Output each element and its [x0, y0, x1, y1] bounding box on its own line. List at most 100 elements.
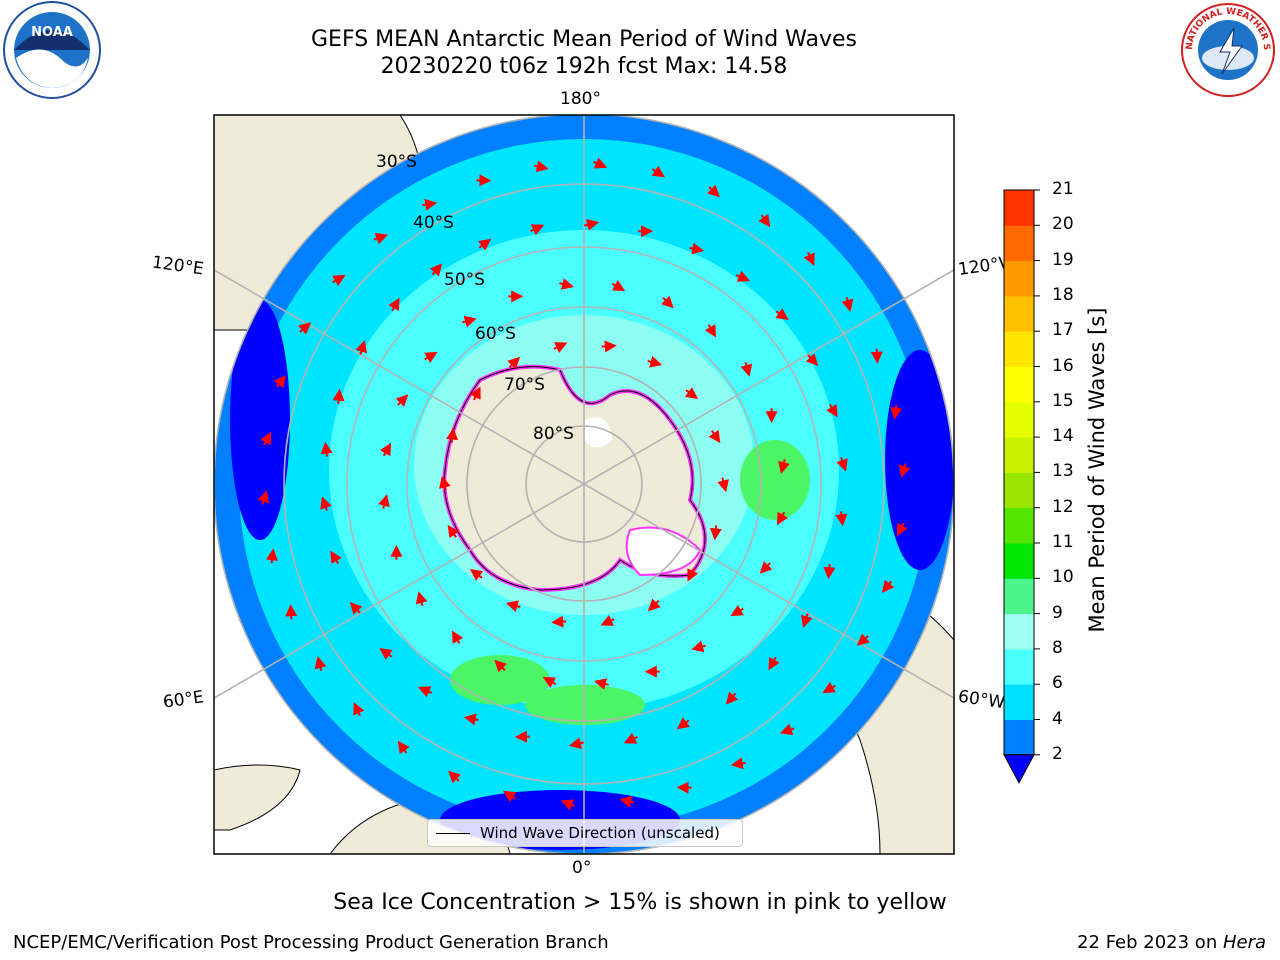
lat-label-50s: 50°S — [444, 270, 485, 290]
colorbar-tick-label: 6 — [1052, 673, 1063, 694]
wave-direction-arrow — [836, 457, 848, 472]
wave-direction-arrow — [780, 723, 795, 736]
wave-direction-arrow — [735, 270, 751, 282]
colorbar-tick-label: 14 — [1052, 426, 1074, 447]
wave-direction-arrow — [424, 351, 438, 364]
wave-direction-arrow — [551, 615, 567, 628]
wave-direction-arrow — [298, 322, 312, 335]
wave-direction-arrow — [856, 633, 870, 646]
wave-direction-arrow — [704, 324, 717, 338]
meridian-120w — [583, 269, 954, 485]
meridian-60e — [214, 483, 585, 699]
wave-direction-arrow — [768, 656, 780, 671]
sea-ice-note: Sea Ice Concentration > 15% is shown in … — [333, 890, 947, 915]
wave-direction-arrow — [778, 459, 790, 474]
wave-direction-arrow — [691, 640, 706, 653]
meridian-60w — [583, 483, 954, 699]
wave-direction-arrow — [314, 656, 327, 671]
wave-direction-arrow — [758, 213, 771, 228]
wave-direction-arrow — [395, 394, 409, 408]
green-patch-1 — [450, 655, 550, 705]
footer-date: 22 Feb 2023 on Hera — [1077, 932, 1266, 953]
wave-direction-arrow — [708, 429, 721, 444]
colorbar-segment — [1004, 472, 1034, 509]
colorbar-tick-label: 12 — [1052, 496, 1074, 517]
wave-direction-arrow — [568, 737, 584, 750]
wind-wave-arrows — [257, 157, 911, 811]
wave-direction-arrow — [469, 569, 484, 581]
wave-direction-arrow — [320, 441, 333, 457]
ocean-deep-west — [230, 300, 290, 540]
wave-direction-arrow — [379, 442, 392, 457]
wave-direction-arrow — [651, 165, 665, 178]
wave-direction-arrow — [257, 490, 270, 505]
wave-direction-arrow — [415, 591, 428, 606]
wave-direction-arrow — [870, 348, 883, 364]
wave-direction-arrow — [684, 387, 699, 399]
wave-direction-arrow — [775, 308, 789, 320]
wave-direction-arrow — [478, 238, 492, 251]
wave-direction-arrow — [898, 463, 911, 478]
wave-direction-arrow — [725, 691, 739, 705]
wave-direction-arrow — [730, 757, 746, 770]
chart-title: GEFS MEAN Antarctic Mean Period of Wind … — [311, 27, 857, 52]
lat-label-40s: 40°S — [413, 213, 454, 233]
wave-direction-arrow — [594, 678, 609, 690]
wave-direction-arrow — [835, 511, 848, 527]
lat-label-30s: 30°S — [376, 152, 417, 172]
nws-logo-icon: NATIONAL WEATHER SERVICE — [1178, 0, 1275, 97]
colorbar-segment — [1004, 331, 1034, 367]
colorbar-segment — [1004, 719, 1034, 756]
wave-direction-arrow — [559, 278, 574, 290]
wave-direction-arrow — [273, 375, 287, 389]
wave-direction-arrow — [505, 600, 521, 612]
colorbar-segment — [1004, 225, 1034, 262]
wave-direction-arrow — [332, 388, 345, 404]
wave-direction-arrow — [740, 362, 753, 377]
colorbar-tick-label: 9 — [1052, 602, 1063, 623]
footer-credit: NCEP/EMC/Verification Post Processing Pr… — [13, 932, 609, 953]
wave-direction-arrow — [803, 251, 815, 266]
colorbar-tick-label: 15 — [1052, 390, 1074, 411]
wave-direction-arrow — [800, 613, 813, 628]
wave-direction-arrow — [422, 198, 438, 211]
wave-direction-arrow — [463, 713, 479, 726]
wave-direction-arrow — [542, 676, 557, 689]
wave-direction-arrow — [730, 604, 744, 617]
lat-label-70s: 70°S — [504, 375, 545, 395]
wave-direction-arrow — [447, 524, 460, 539]
wave-direction-arrow — [373, 232, 388, 245]
wave-direction-arrow — [266, 548, 278, 564]
colorbar-segment — [1004, 684, 1034, 720]
wave-direction-arrow — [533, 160, 549, 173]
colorbar-tick-label: 21 — [1052, 179, 1074, 199]
colorbar-tick-label: 20 — [1052, 214, 1074, 235]
colorbar-tick-label: 18 — [1052, 284, 1074, 305]
lat-label-60s: 60°S — [475, 324, 516, 344]
wave-direction-arrow — [707, 184, 720, 198]
noaa-logo-text: NOAA — [31, 25, 73, 40]
wave-direction-arrow — [494, 659, 508, 673]
wave-direction-arrow — [593, 157, 608, 169]
wave-direction-arrow — [379, 648, 393, 660]
colorbar-tick-label: 11 — [1052, 532, 1074, 552]
wave-direction-arrow — [355, 340, 368, 355]
wave-direction-arrow — [349, 601, 363, 615]
map-legend: Wind Wave Direction (unscaled) — [427, 819, 743, 847]
colorbar-segment — [1004, 260, 1034, 297]
wave-direction-arrow — [530, 224, 545, 236]
wave-direction-arrow — [896, 522, 908, 537]
colorbar-segment — [1004, 648, 1034, 685]
wave-direction-arrow — [285, 604, 298, 620]
wave-direction-arrow — [330, 550, 342, 565]
lon-label-0: 0° — [572, 858, 592, 878]
colorbar-segment — [1004, 190, 1034, 226]
colorbar-segment — [1004, 543, 1034, 579]
colorbar-label: Mean Period of Wind Waves [s] — [1085, 307, 1109, 633]
green-patch-2 — [525, 685, 645, 725]
ocean-deep-east — [885, 350, 954, 570]
wave-direction-arrow — [660, 295, 674, 309]
wave-direction-arrow — [823, 564, 836, 580]
colorbar-tick-label: 2 — [1052, 743, 1063, 764]
